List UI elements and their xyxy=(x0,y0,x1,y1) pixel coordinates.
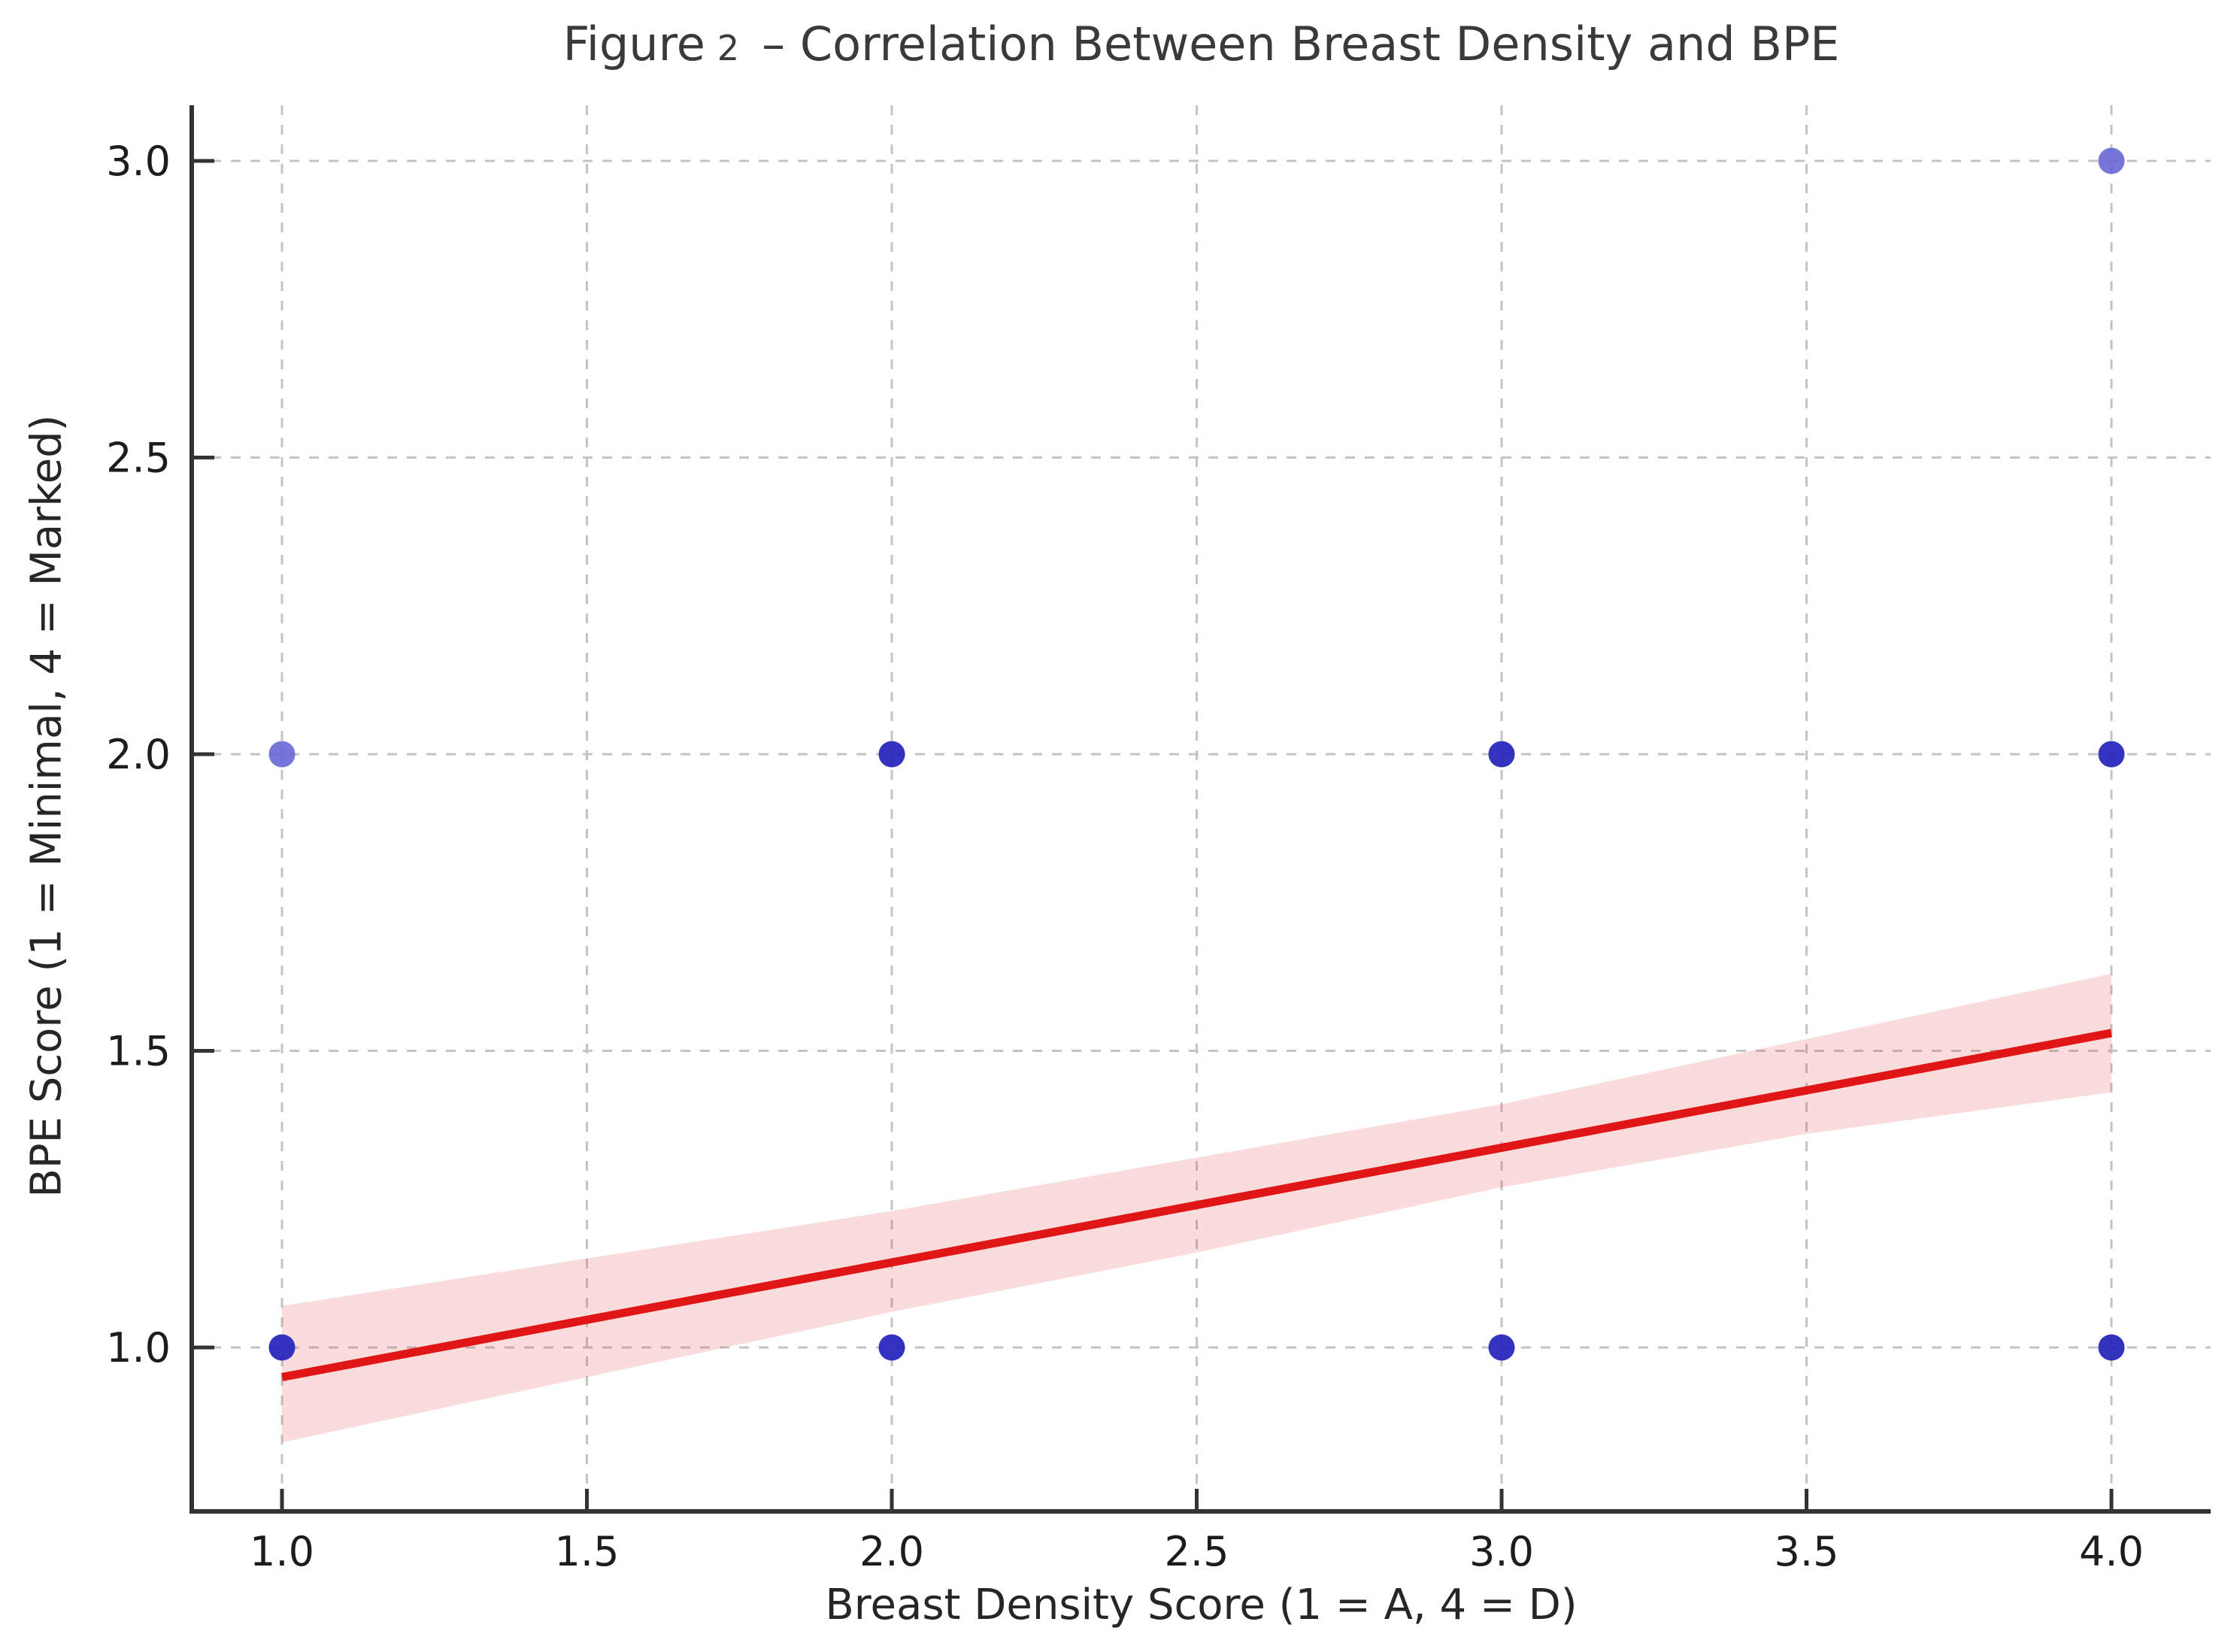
x-tick-label: 3.0 xyxy=(1469,1528,1534,1575)
x-tick-label: 1.0 xyxy=(250,1528,314,1575)
title-rest: – Correlation Between Breast Density and… xyxy=(762,17,1840,71)
data-point xyxy=(1488,741,1515,768)
data-point xyxy=(878,741,905,768)
title-prefix: Figure xyxy=(562,17,705,71)
data-point xyxy=(1488,1334,1515,1361)
data-point xyxy=(2098,147,2125,174)
title-number: 2 xyxy=(717,28,740,68)
y-tick-label: 1.0 xyxy=(106,1324,171,1372)
data-point xyxy=(878,1334,905,1361)
y-tick-label: 2.5 xyxy=(106,435,171,482)
y-tick-label: 2.0 xyxy=(106,731,171,778)
data-point xyxy=(268,1334,296,1361)
x-tick-label: 4.0 xyxy=(2079,1528,2144,1575)
data-point xyxy=(2098,1334,2125,1361)
x-axis-label: Breast Density Score (1 = A, 4 = D) xyxy=(825,1581,1578,1629)
regression-line xyxy=(280,1029,2113,1381)
y-axis-label: BPE Score (1 = Minimal, 4 = Marked) xyxy=(22,414,71,1198)
x-tick-label: 2.5 xyxy=(1165,1528,1229,1575)
y-tick-label: 1.5 xyxy=(106,1028,171,1075)
x-tick-label: 2.0 xyxy=(859,1528,924,1575)
x-tick-label: 3.5 xyxy=(1775,1528,1839,1575)
chart-title: Figure 2 – Correlation Between Breast Dens… xyxy=(192,17,2211,71)
data-point xyxy=(2098,741,2125,768)
y-tick-label: 3.0 xyxy=(106,138,171,185)
data-point xyxy=(268,741,296,768)
x-tick-label: 1.5 xyxy=(555,1528,620,1575)
